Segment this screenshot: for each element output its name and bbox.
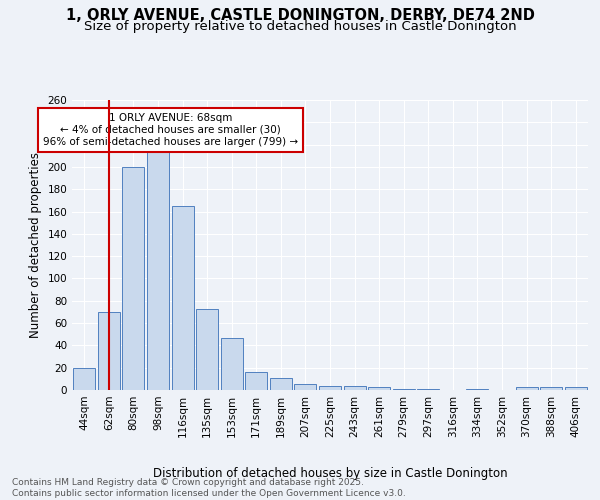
Bar bbox=[270, 378, 292, 390]
Bar bbox=[392, 389, 415, 390]
Text: 1 ORLY AVENUE: 68sqm
← 4% of detached houses are smaller (30)
96% of semi-detach: 1 ORLY AVENUE: 68sqm ← 4% of detached ho… bbox=[43, 114, 298, 146]
Bar bbox=[295, 384, 316, 390]
Bar bbox=[515, 386, 538, 390]
Bar bbox=[565, 386, 587, 390]
Bar bbox=[73, 368, 95, 390]
Text: Contains HM Land Registry data © Crown copyright and database right 2025.
Contai: Contains HM Land Registry data © Crown c… bbox=[12, 478, 406, 498]
Text: 1, ORLY AVENUE, CASTLE DONINGTON, DERBY, DE74 2ND: 1, ORLY AVENUE, CASTLE DONINGTON, DERBY,… bbox=[65, 8, 535, 22]
Bar bbox=[245, 372, 268, 390]
Bar bbox=[98, 312, 120, 390]
Text: Distribution of detached houses by size in Castle Donington: Distribution of detached houses by size … bbox=[152, 468, 508, 480]
Bar bbox=[122, 167, 145, 390]
Bar bbox=[540, 386, 562, 390]
Bar bbox=[196, 308, 218, 390]
Bar bbox=[417, 389, 439, 390]
Text: Size of property relative to detached houses in Castle Donington: Size of property relative to detached ho… bbox=[83, 20, 517, 33]
Bar bbox=[466, 389, 488, 390]
Bar bbox=[172, 206, 194, 390]
Y-axis label: Number of detached properties: Number of detached properties bbox=[29, 152, 42, 338]
Bar bbox=[147, 134, 169, 390]
Bar bbox=[368, 386, 390, 390]
Bar bbox=[221, 338, 243, 390]
Bar bbox=[344, 386, 365, 390]
Bar bbox=[319, 386, 341, 390]
